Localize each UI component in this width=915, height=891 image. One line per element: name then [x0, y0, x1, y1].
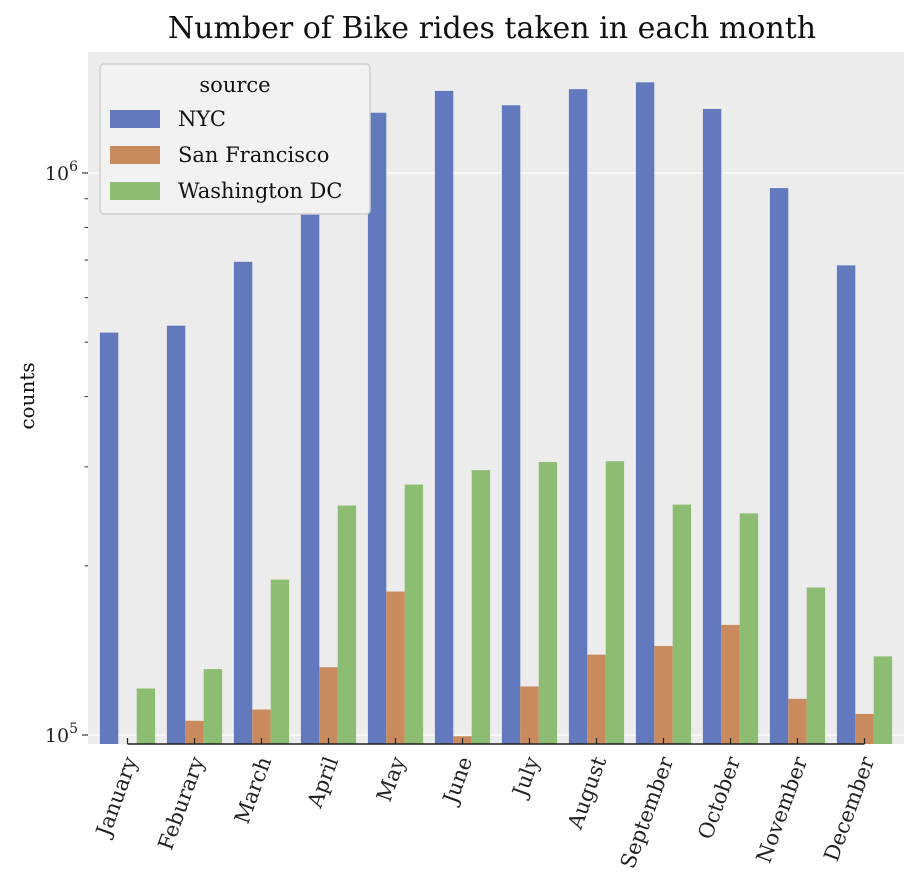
bar [672, 504, 692, 744]
bar [166, 325, 186, 744]
bar [367, 112, 387, 745]
x-tick-label: December [819, 753, 879, 865]
x-tick-label: January [91, 753, 142, 841]
x-tick-label: September [616, 753, 679, 872]
x-tick-label: October [693, 753, 745, 843]
x-tick-label: July [507, 753, 544, 801]
bar [520, 686, 539, 744]
bar [769, 188, 789, 744]
bar [836, 265, 856, 744]
chart-title: Number of Bike rides taken in each month [168, 11, 816, 46]
x-tick-label: June [438, 754, 478, 809]
x-tick-label: April [302, 753, 343, 811]
x-tick-label: Feburary [153, 753, 209, 853]
bar [538, 462, 558, 744]
y-tick-label: 106 [45, 159, 78, 185]
bar [721, 624, 740, 744]
bar [605, 461, 625, 744]
legend-entry: Washington DC [178, 179, 342, 203]
bar [587, 654, 606, 744]
bars [99, 82, 893, 745]
bar [739, 513, 759, 744]
bar [434, 90, 454, 745]
bar [185, 720, 204, 744]
x-tick-label: August [563, 753, 612, 833]
x-axis: January Feburary March April May June July Augu… [91, 738, 880, 872]
bar [788, 698, 807, 744]
legend-title: source [199, 73, 270, 97]
bar [319, 667, 338, 744]
legend-swatch [110, 146, 160, 164]
legend: source NYC San Francisco Washington DC [99, 63, 371, 215]
bar [873, 656, 893, 744]
bar [568, 89, 588, 744]
bar [404, 484, 424, 744]
legend-swatch [110, 182, 160, 200]
bar [203, 669, 223, 744]
bar [855, 713, 874, 744]
legend-swatch [110, 110, 160, 128]
legend-entry: San Francisco [178, 143, 329, 167]
x-tick-label: March [230, 754, 276, 827]
bar [136, 688, 156, 744]
bar [300, 173, 320, 744]
legend-box [99, 63, 371, 215]
bar [635, 82, 655, 745]
bar [270, 579, 290, 744]
x-tick-label: May [372, 753, 410, 804]
x-tick-label: November [752, 753, 813, 867]
bar [501, 105, 521, 745]
y-axis-label: counts [15, 362, 39, 429]
y-axis: 105 106 [45, 159, 88, 747]
bar [654, 646, 673, 744]
bar [471, 470, 491, 744]
legend-entry: NYC [178, 107, 226, 131]
bar [252, 709, 271, 744]
y-tick-label: 105 [45, 721, 78, 747]
bar [337, 505, 357, 744]
bar [99, 332, 119, 744]
bar [702, 108, 722, 744]
bar [806, 587, 826, 744]
bar [233, 261, 253, 744]
bar [386, 591, 405, 744]
